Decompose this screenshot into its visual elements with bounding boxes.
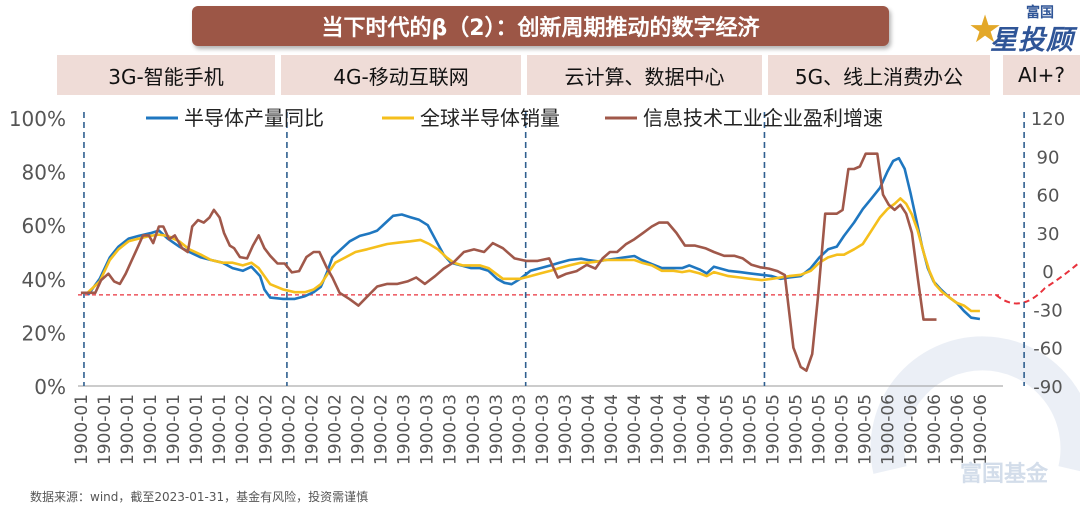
x-tick-label: 1900-01 <box>95 394 115 465</box>
x-tick-label: 1900-04 <box>671 394 691 465</box>
x-tick-label: 1900-01 <box>118 394 138 465</box>
era-label-ai: AI+? <box>1003 55 1080 95</box>
x-tick-label: 1900-06 <box>902 394 922 465</box>
chart-title: 当下时代的β（2）：创新周期推动的数字经济 <box>192 6 889 46</box>
x-tick-label: 1900-04 <box>694 394 714 465</box>
legend-label: 半导体产量同比 <box>184 106 324 130</box>
y-right-tick-label: -60 <box>1033 339 1062 360</box>
x-tick-label: 1900-05 <box>833 394 853 465</box>
era-label-cloud: 云计算、数据中心 <box>527 55 762 95</box>
x-tick-label: 1900-05 <box>856 394 876 465</box>
x-tick-label: 1900-05 <box>786 394 806 465</box>
x-tick-label: 1900-02 <box>372 394 392 465</box>
brand-logo: ★ 富国 星投顾 <box>968 4 1076 56</box>
x-tick-label: 1900-03 <box>487 394 507 465</box>
watermark: 富国基金 <box>960 462 1049 487</box>
y-right-tick-label: 90 <box>1037 147 1060 168</box>
y-right-tick-label: 30 <box>1037 224 1060 245</box>
series-line-semiconductor-output <box>87 156 981 321</box>
x-tick-label: 1900-02 <box>325 394 345 465</box>
x-tick-label: 1900-02 <box>233 394 253 465</box>
x-tick-label: 1900-04 <box>579 394 599 465</box>
star-icon: ★ <box>968 7 1003 51</box>
y-left-tick-label: 20% <box>22 321 66 345</box>
x-tick-label: 1900-02 <box>302 394 322 465</box>
x-tick-label: 1900-05 <box>717 394 737 465</box>
watermark-arc <box>870 336 1080 474</box>
x-tick-label: 1900-04 <box>625 394 645 465</box>
x-tick-label: 1900-01 <box>210 394 230 465</box>
x-tick-label: 1900-06 <box>879 394 899 465</box>
x-tick-label: 1900-03 <box>464 394 484 465</box>
y-right-tick-label: 120 <box>1031 109 1065 130</box>
x-tick-label: 1900-03 <box>510 394 530 465</box>
y-right-tick-label: 60 <box>1037 186 1060 207</box>
x-tick-label: 1900-06 <box>948 394 968 465</box>
x-tick-label: 1900-02 <box>279 394 299 465</box>
logo-small-text: 富国 <box>1026 5 1054 21</box>
x-tick-label: 1900-01 <box>164 394 184 465</box>
x-tick-label: 1900-03 <box>441 394 461 465</box>
x-tick-label: 1900-03 <box>418 394 438 465</box>
x-tick-label: 1900-05 <box>740 394 760 465</box>
y-left-tick-label: 0% <box>34 375 66 399</box>
projection-curve <box>995 261 1080 305</box>
legend-label: 信息技术工业企业盈利增速 <box>643 106 883 130</box>
series-line-global-semiconductor-sales <box>87 197 980 313</box>
y-left-tick-label: 80% <box>22 161 66 185</box>
series-line-it-profit-growth <box>80 152 937 372</box>
x-tick-label: 1900-04 <box>602 394 622 465</box>
legend-label: 全球半导体销量 <box>420 106 560 130</box>
x-tick-label: 1900-04 <box>648 394 668 465</box>
x-tick-label: 1900-03 <box>395 394 415 465</box>
y-left-tick-label: 100% <box>9 107 66 131</box>
x-tick-label: 1900-02 <box>349 394 369 465</box>
x-tick-label: 1900-03 <box>533 394 553 465</box>
x-tick-label: 1900-06 <box>925 394 945 465</box>
era-label-3g: 3G-智能手机 <box>57 55 275 95</box>
x-tick-label: 1900-02 <box>256 394 276 465</box>
x-tick-label: 1900-01 <box>141 394 161 465</box>
x-tick-label: 1900-03 <box>556 394 576 465</box>
era-label-5g: 5G、线上消费办公 <box>768 55 990 95</box>
x-tick-label: 1900-06 <box>971 394 991 465</box>
logo-big-text: 星投顾 <box>990 25 1074 56</box>
x-tick-label: 1900-01 <box>72 394 92 465</box>
y-right-tick-label: -90 <box>1033 377 1062 398</box>
y-right-tick-label: 0 <box>1042 262 1053 283</box>
source-footnote: 数据来源：wind，截至2023-01-31，基金有风险，投资需谨慎 <box>30 490 369 504</box>
y-left-tick-label: 60% <box>22 214 66 238</box>
y-right-tick-label: -30 <box>1033 300 1062 321</box>
era-label-4g: 4G-移动互联网 <box>281 55 521 95</box>
y-left-tick-label: 40% <box>22 268 66 292</box>
x-tick-label: 1900-05 <box>763 394 783 465</box>
x-tick-label: 1900-01 <box>187 394 207 465</box>
x-tick-label: 1900-05 <box>810 394 830 465</box>
